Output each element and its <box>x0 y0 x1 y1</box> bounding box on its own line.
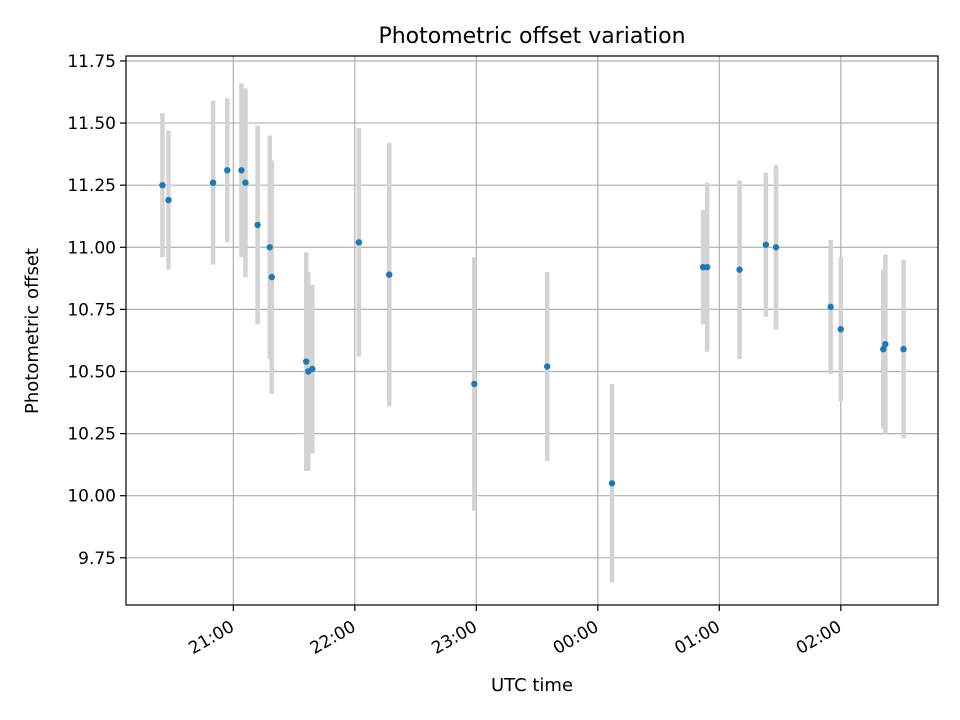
y-tick-label: 9.75 <box>78 549 116 569</box>
y-tick-label: 11.00 <box>67 238 116 258</box>
data-point <box>224 167 231 174</box>
y-tick-label: 11.75 <box>67 52 116 72</box>
grid-layer <box>126 56 938 605</box>
data-point <box>762 241 770 248</box>
y-tick-label: 10.50 <box>67 362 116 382</box>
data-point <box>900 345 907 353</box>
data-point <box>303 358 310 365</box>
data-point <box>736 266 743 273</box>
y-tick-label: 10.75 <box>67 300 116 320</box>
data-point <box>837 326 845 333</box>
data-point <box>209 179 217 186</box>
data-point <box>608 480 616 487</box>
data-point <box>238 167 245 174</box>
x-tick-label: 01:00 <box>671 617 723 659</box>
x-tick-label: 00:00 <box>550 617 602 659</box>
plot-frame <box>125 55 939 606</box>
point-layer <box>159 167 907 487</box>
y-tick-label: 10.25 <box>67 425 116 445</box>
data-point <box>703 263 711 271</box>
data-point <box>266 244 273 251</box>
data-point <box>254 221 261 229</box>
data-point <box>159 181 166 189</box>
x-axis-label: UTC time <box>491 675 573 696</box>
data-point <box>309 365 316 373</box>
x-tick-label: 22:00 <box>307 617 359 659</box>
data-point <box>242 179 249 186</box>
data-point <box>880 345 887 353</box>
y-tick-label: 10.00 <box>67 487 116 507</box>
errorbar-layer <box>160 83 906 583</box>
data-point <box>827 303 834 311</box>
chart-title: Photometric offset variation <box>378 24 685 49</box>
data-point <box>543 363 551 370</box>
data-point <box>772 244 780 251</box>
data-point <box>386 271 393 278</box>
data-point <box>882 340 889 348</box>
tick-layer: 21:00 22:00 23:00 00:00 01:00 02:00 9.75 10.00 1… <box>67 52 845 659</box>
data-point <box>355 239 363 246</box>
y-axis-label: Photometric offset <box>22 248 43 414</box>
data-point <box>165 196 172 204</box>
x-tick-label: 02:00 <box>793 617 845 659</box>
x-tick-label: 23:00 <box>428 617 480 659</box>
data-point <box>268 273 275 281</box>
y-tick-label: 11.25 <box>67 176 116 196</box>
y-tick-label: 11.50 <box>67 114 116 134</box>
data-point <box>471 380 478 388</box>
x-tick-label: 21:00 <box>185 617 237 659</box>
